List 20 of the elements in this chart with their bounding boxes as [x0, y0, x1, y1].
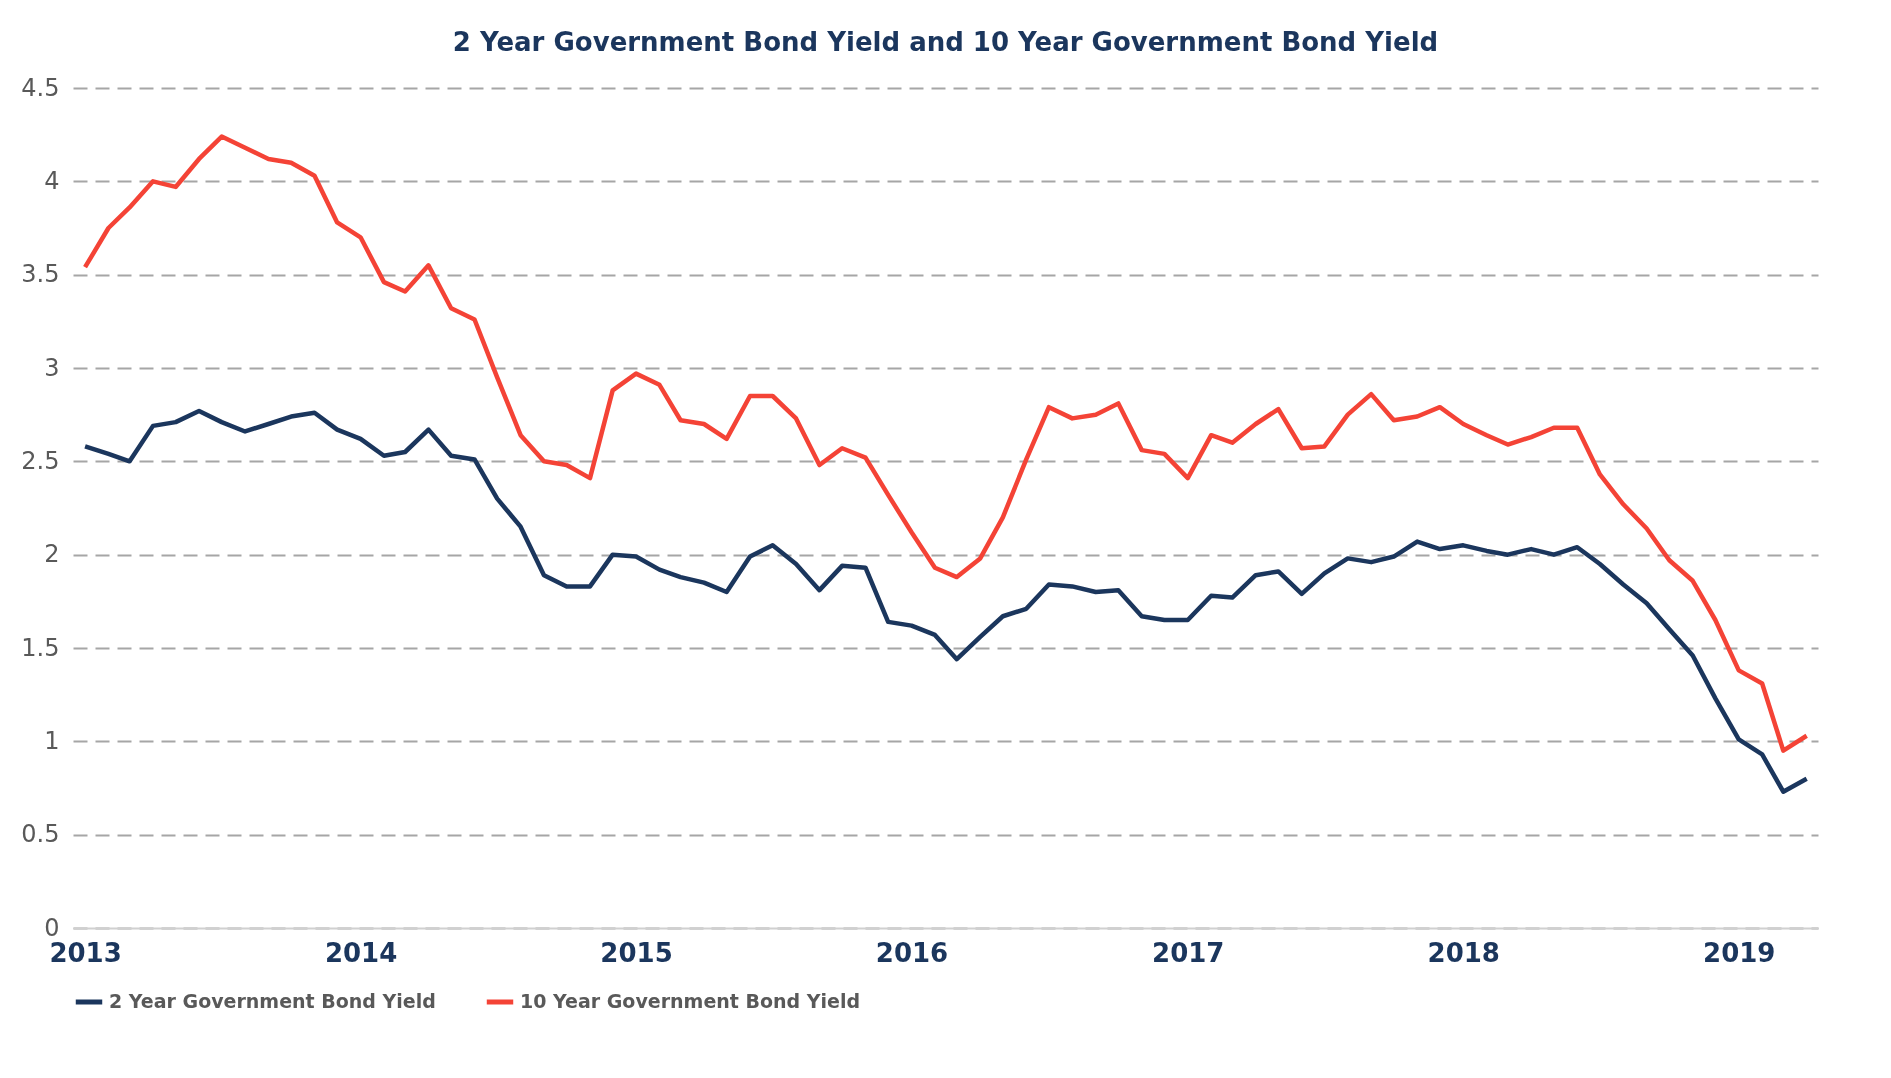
x-tick-label: 2017	[1152, 937, 1225, 968]
x-tick-label: 2015	[600, 937, 673, 968]
y-tick-label: 1.5	[21, 633, 60, 662]
y-tick-label: 4.5	[21, 73, 60, 102]
x-tick-label: 2018	[1427, 937, 1500, 968]
legend-label: 10 Year Government Bond Yield	[520, 990, 861, 1012]
legend-label: 2 Year Government Bond Yield	[109, 990, 436, 1012]
y-tick-label: 2.5	[21, 446, 60, 475]
line-series	[82, 134, 1809, 753]
chart-title: 2 Year Government Bond Yield and 10 Year Government Bond Yield	[452, 27, 1439, 57]
y-tick-label: 3.5	[21, 260, 60, 289]
x-tick-label: 2016	[875, 937, 949, 968]
x-tick-label: 2019	[1703, 937, 1776, 968]
y-tick-label: 0.5	[21, 820, 60, 849]
x-tick-label: 2014	[324, 937, 398, 968]
y-tick-label: 1	[44, 726, 60, 755]
y-tick-label: 3	[44, 353, 60, 382]
y-tick-label: 4	[44, 166, 60, 195]
line-series	[82, 408, 1809, 794]
y-tick-label: 2	[44, 540, 60, 569]
